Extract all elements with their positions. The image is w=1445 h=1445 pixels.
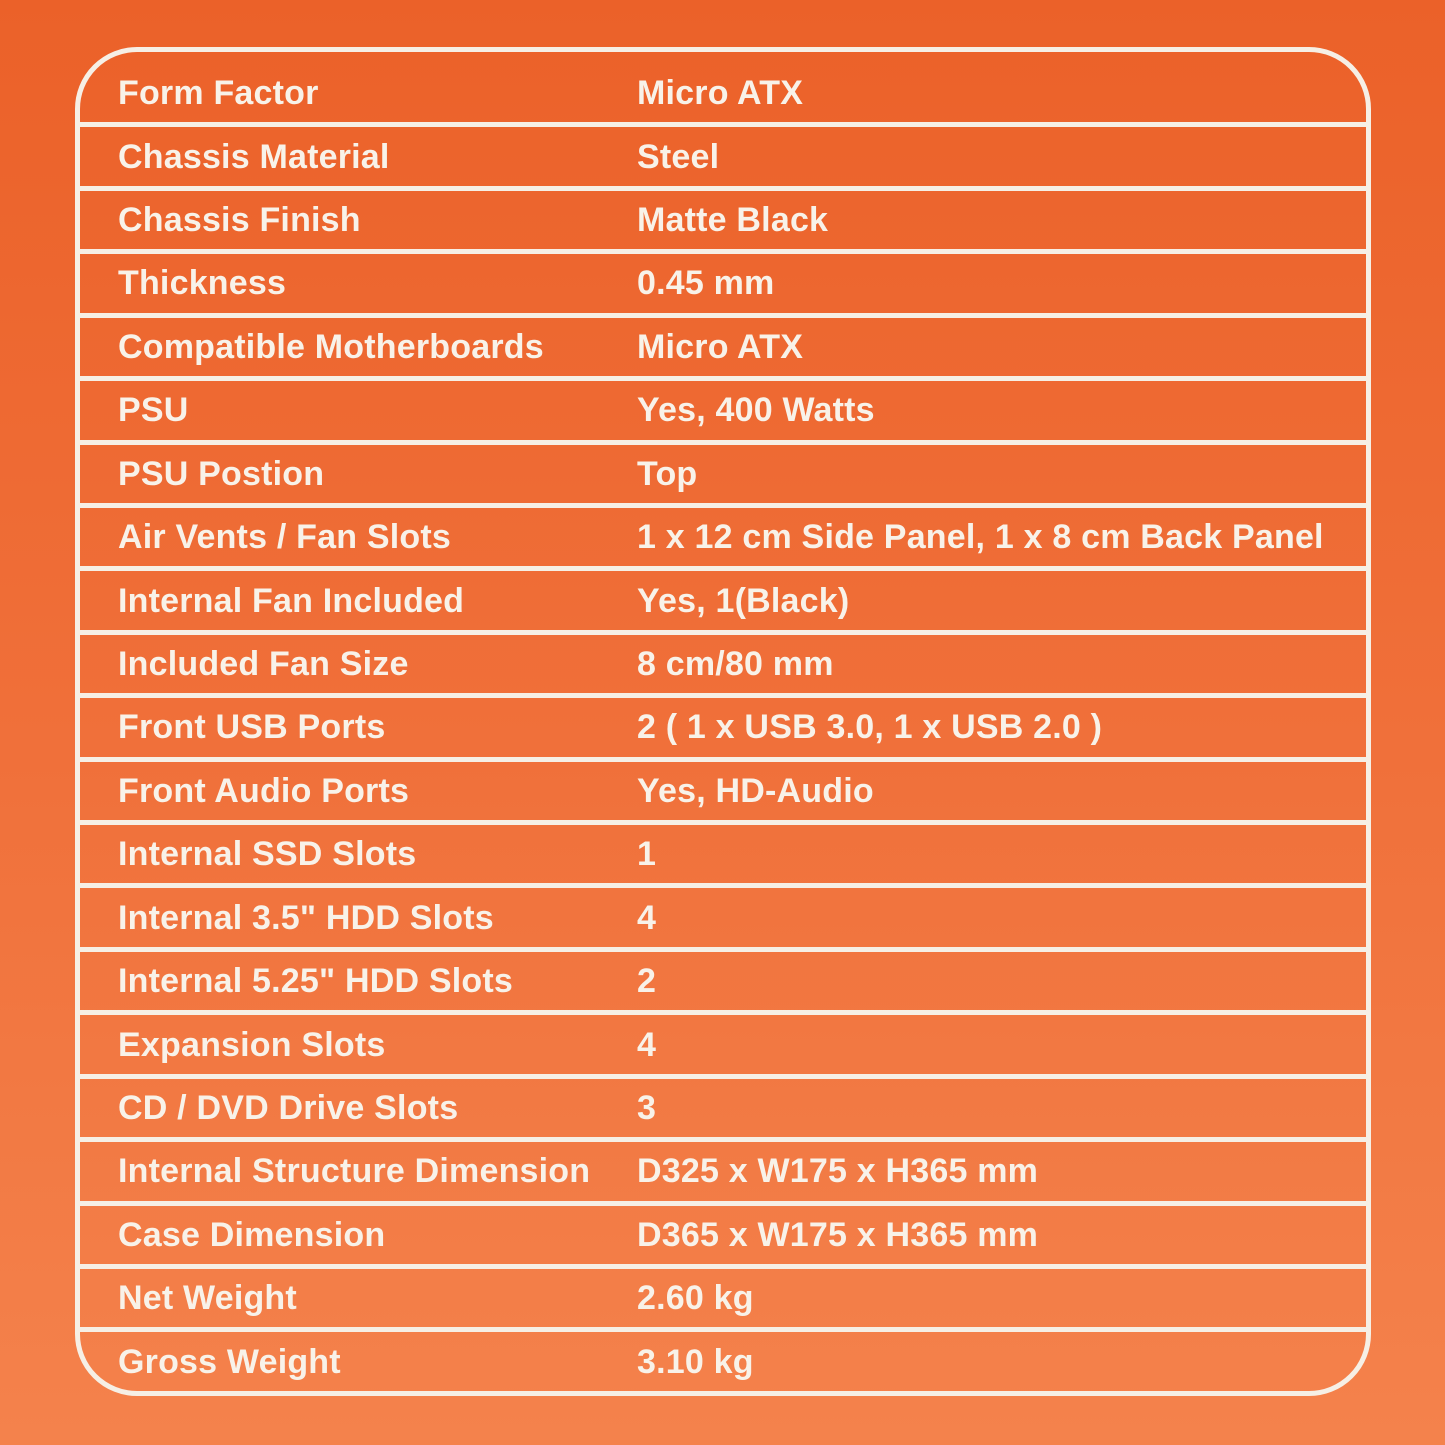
spec-value: 1 [637, 835, 657, 874]
spec-label: Net Weight [118, 1279, 297, 1318]
spec-label: Front USB Ports [118, 708, 386, 747]
table-row: Internal Fan Included Yes, 1(Black) [80, 566, 1366, 629]
spec-label: Included Fan Size [118, 645, 409, 683]
spec-label: Case Dimension [118, 1215, 386, 1254]
spec-label: Chassis Finish [118, 201, 361, 240]
spec-label: Form Factor [118, 74, 319, 113]
spec-value: Top [637, 454, 698, 493]
spec-value: 0.45 mm [637, 264, 775, 303]
spec-value: D325 x W175 x H365 mm [637, 1152, 1039, 1191]
spec-value: 1 x 12 cm Side Panel, 1 x 8 cm Back Pane… [637, 518, 1324, 557]
table-row: Net Weight 2.60 kg [80, 1264, 1366, 1327]
spec-value: 2 ( 1 x USB 3.0, 1 x USB 2.0 ) [637, 708, 1103, 747]
table-row: Form Factor Micro ATX [80, 64, 1366, 122]
spec-value: Micro ATX [637, 327, 804, 366]
spec-value: 4 [637, 1025, 657, 1064]
table-row: Gross Weight 3.10 kg [80, 1327, 1366, 1390]
spec-table: Form Factor Micro ATX Chassis Material S… [75, 47, 1371, 1396]
table-row: Air Vents / Fan Slots 1 x 12 cm Side Pan… [80, 502, 1366, 566]
spec-value: 8 cm/80 mm [637, 645, 834, 683]
table-row: PSU Postion Top [80, 439, 1366, 503]
spec-label: Thickness [118, 264, 287, 303]
table-row: PSU Yes, 400 Watts [80, 376, 1366, 439]
spec-label: Internal 3.5" HDD Slots [118, 898, 494, 937]
spec-label: Gross Weight [118, 1342, 341, 1381]
spec-value: Micro ATX [637, 74, 804, 113]
spec-value: 2 [637, 962, 657, 1001]
table-row: Chassis Finish Matte Black [80, 185, 1366, 249]
spec-label: Internal Structure Dimension [118, 1152, 591, 1191]
spec-value: 3 [637, 1088, 657, 1127]
table-row: Internal Structure Dimension D325 x W175… [80, 1137, 1366, 1200]
table-row: CD / DVD Drive Slots 3 [80, 1073, 1366, 1137]
table-row: Internal 5.25" HDD Slots 2 [80, 946, 1366, 1010]
spec-value: Yes, 400 Watts [637, 391, 875, 430]
spec-label: Chassis Material [118, 137, 390, 176]
spec-label: Internal Fan Included [118, 581, 465, 620]
table-row: Internal SSD Slots 1 [80, 820, 1366, 883]
spec-value: 4 [637, 898, 657, 937]
table-row: Front USB Ports 2 ( 1 x USB 3.0, 1 x USB… [80, 693, 1366, 756]
spec-value: Yes, 1(Black) [637, 581, 850, 620]
spec-value: D365 x W175 x H365 mm [637, 1215, 1039, 1254]
spec-label: Internal 5.25" HDD Slots [118, 962, 514, 1001]
table-row: Case Dimension D365 x W175 x H365 mm [80, 1200, 1366, 1264]
spec-label: Compatible Motherboards [118, 327, 544, 366]
spec-label: PSU [118, 391, 189, 430]
spec-label: PSU Postion [118, 454, 325, 493]
table-row: Thickness 0.45 mm [80, 249, 1366, 312]
spec-label: Front Audio Ports [118, 771, 410, 810]
spec-label: Air Vents / Fan Slots [118, 518, 451, 557]
table-row: Front Audio Ports Yes, HD-Audio [80, 756, 1366, 820]
table-row: Included Fan Size 8 cm/80 mm [80, 629, 1366, 693]
table-row: Internal 3.5" HDD Slots 4 [80, 883, 1366, 946]
table-row: Chassis Material Steel [80, 122, 1366, 185]
table-row: Expansion Slots 4 [80, 1010, 1366, 1073]
spec-value: Steel [637, 137, 720, 176]
spec-label: Expansion Slots [118, 1025, 386, 1064]
spec-value: Matte Black [637, 201, 829, 240]
spec-value: Yes, HD-Audio [637, 771, 874, 810]
spec-label: CD / DVD Drive Slots [118, 1088, 459, 1127]
spec-value: 3.10 kg [637, 1342, 754, 1381]
spec-label: Internal SSD Slots [118, 835, 417, 874]
table-row: Compatible Motherboards Micro ATX [80, 312, 1366, 376]
spec-value: 2.60 kg [637, 1279, 754, 1318]
